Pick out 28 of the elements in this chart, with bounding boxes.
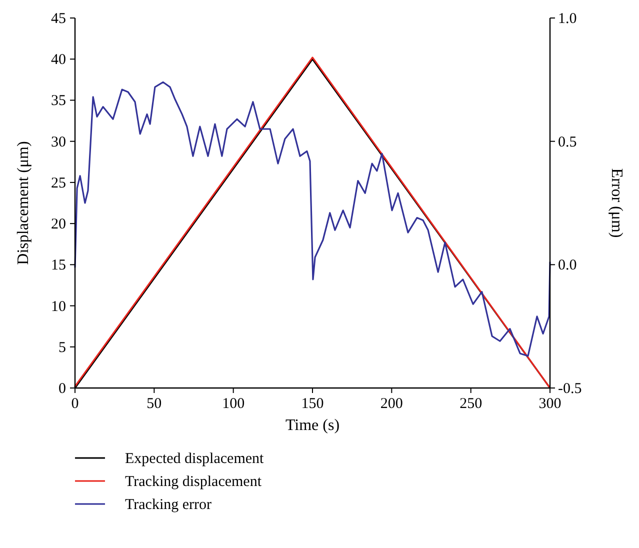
legend-label: Tracking displacement xyxy=(125,474,262,490)
x-tick-label: 0 xyxy=(71,396,79,412)
y2-tick-label: 0.0 xyxy=(558,258,577,274)
y-tick-label: 0 xyxy=(58,381,66,397)
y-tick-label: 10 xyxy=(51,298,66,315)
x-axis-title: Time (s) xyxy=(285,417,340,434)
x-tick-label: 100 xyxy=(222,396,245,412)
x-tick-label: 150 xyxy=(301,396,324,412)
x-tick-label: 50 xyxy=(146,396,162,412)
x-tick-label: 250 xyxy=(460,396,482,412)
y2-tick-label: 0.5 xyxy=(558,134,577,150)
legend-label: Expected displacement xyxy=(125,451,265,467)
y-tick-label: 40 xyxy=(51,52,66,68)
legend-label: Tracking error xyxy=(125,497,212,513)
y-tick-label: 15 xyxy=(51,258,66,274)
x-tick-label: 200 xyxy=(380,396,403,412)
line-series xyxy=(74,81,551,357)
x-tick-label: 300 xyxy=(538,396,562,412)
y2-tick-label: 1.0 xyxy=(558,11,577,27)
y-tick-label: 35 xyxy=(51,93,66,110)
y-tick-label: 20 xyxy=(51,216,66,233)
y2-axis-title: Error (μm) xyxy=(608,168,625,238)
y-axis-title: Displacement (μm) xyxy=(15,141,32,265)
y-tick-label: 30 xyxy=(51,134,66,150)
y-tick-label: 45 xyxy=(51,11,66,27)
y2-tick-label: -0.5 xyxy=(558,381,582,397)
y-tick-label: 5 xyxy=(58,340,66,356)
y-tick-label: 25 xyxy=(51,175,66,192)
